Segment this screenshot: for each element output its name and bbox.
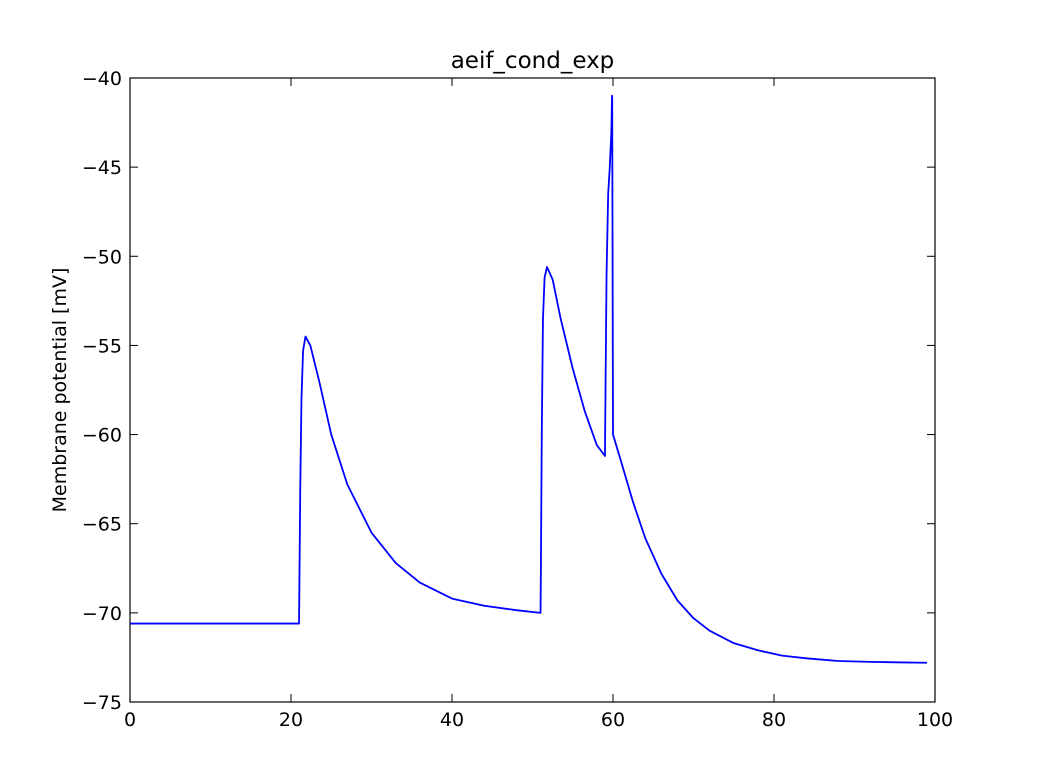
y-tick-label: −60 <box>82 425 122 447</box>
ticks-layer: 0 20 40 60 80 100 −75 −70 −65 −60 −55 −50 −45 −40 <box>82 68 953 731</box>
y-tick-label: −70 <box>82 603 122 625</box>
series-layer <box>130 94 927 664</box>
chart-title: aeif_cond_exp <box>451 48 615 74</box>
y-tick-label: −55 <box>82 335 122 357</box>
y-tick-label: −45 <box>82 157 122 179</box>
x-tick-label: 0 <box>124 709 136 731</box>
x-tick-label: 80 <box>762 709 786 731</box>
x-tick-label: 40 <box>440 709 464 731</box>
y-tick-label: −50 <box>82 246 122 268</box>
y-axis-label: Membrane potential [mV] <box>49 268 71 513</box>
y-tick-label: −75 <box>82 692 122 714</box>
series-line-0 <box>130 94 927 664</box>
x-tick-label: 60 <box>601 709 625 731</box>
plot-frame-layer <box>129 77 936 703</box>
plot-frame <box>129 77 936 703</box>
y-tick-label: −65 <box>82 514 122 536</box>
y-tick-label: −40 <box>82 68 122 90</box>
x-tick-label: 20 <box>279 709 303 731</box>
x-tick-label: 100 <box>917 709 953 731</box>
